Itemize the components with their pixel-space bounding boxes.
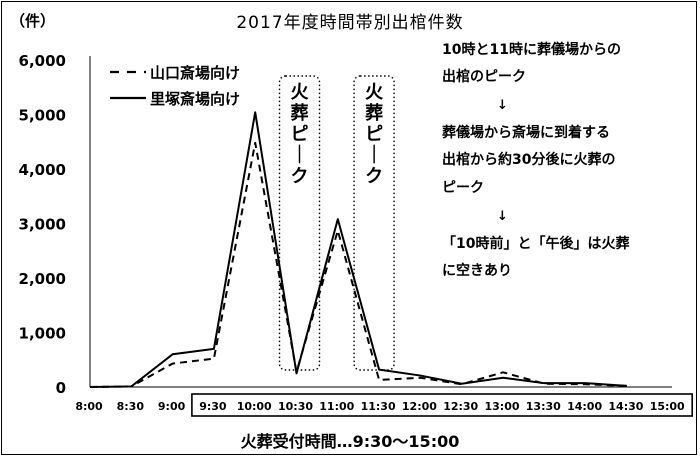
y-tick-label: 0	[56, 379, 66, 397]
y-unit-label: （件）	[10, 12, 56, 30]
x-tick-label: 9:30	[199, 400, 227, 413]
y-tick-label: 5,000	[19, 107, 66, 125]
x-tick-label: 8:00	[75, 400, 103, 413]
peak-label-char: 葬	[365, 103, 383, 124]
x-tick-label: 13:30	[526, 400, 561, 413]
annotation-arrow-1: ↓	[497, 98, 508, 113]
peak-label-char: ピ	[291, 124, 309, 145]
legend-label: 里塚斎場向け	[150, 90, 240, 108]
x-tick-label: 12:30	[443, 400, 478, 413]
annotation-line-6: 「10時前」と「午後」は火葬	[442, 236, 630, 252]
peak-label-char: ク	[365, 166, 383, 187]
x-tick-label: 13:00	[484, 400, 519, 413]
y-tick-label: 3,000	[19, 216, 66, 234]
x-tick-label: 12:00	[402, 400, 437, 413]
series-line-2	[89, 111, 627, 388]
series-line-1	[89, 141, 627, 388]
y-tick-label: 2,000	[19, 270, 66, 288]
y-tick-label: 1,000	[19, 325, 66, 343]
x-tick-label: 8:30	[117, 400, 145, 413]
chart-title: 2017年度時間帯別出棺件数	[236, 13, 464, 33]
annotation-line-5: ピーク	[442, 180, 484, 196]
peak-label-char: ｜	[365, 144, 383, 166]
annotation-line-4: 出棺から約30分後に火葬の	[442, 152, 616, 168]
x-axis-title: 火葬受付時間…9:30～15:00	[240, 432, 460, 451]
x-tick-label: 15:00	[650, 400, 685, 413]
annotation-line-3: 葬儀場から斎場に到着する	[442, 125, 610, 141]
x-tick-label: 10:30	[278, 400, 313, 413]
x-tick-label: 14:30	[608, 400, 643, 413]
peak-label-char: 火	[365, 82, 384, 103]
annotation-line-7: に空きあり	[442, 263, 512, 279]
x-tick-label: 11:30	[361, 400, 396, 413]
x-tick-label: 11:00	[319, 400, 354, 413]
annotation-line-2: 出棺のピーク	[442, 69, 526, 85]
reception-range-box	[191, 393, 693, 417]
annotation-line-1: 10時と11時に葬儀場からの	[442, 42, 621, 58]
peak-label-char: 火	[291, 82, 310, 103]
y-tick-label: 4,000	[19, 161, 66, 179]
peak-label-char: 葬	[291, 103, 309, 124]
annotation-arrow-2: ↓	[497, 209, 508, 224]
y-tick-label: 6,000	[19, 52, 66, 70]
legend-label: 山口斎場向け	[150, 64, 240, 82]
peak-label-char: ピ	[365, 124, 383, 145]
x-tick-label: 10:00	[237, 400, 272, 413]
peak-label-char: ク	[291, 166, 309, 187]
x-tick-label: 14:00	[567, 400, 602, 413]
peak-label-char: ｜	[291, 144, 309, 166]
x-tick-label: 9:00	[158, 400, 186, 413]
